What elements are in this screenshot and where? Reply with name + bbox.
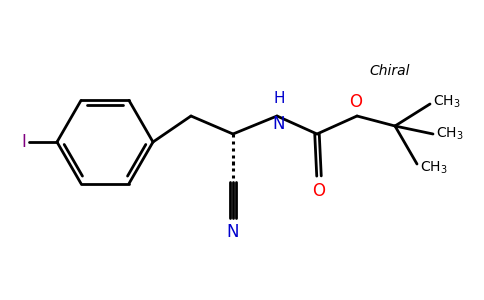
Text: Chiral: Chiral: [370, 64, 410, 78]
Text: N: N: [273, 115, 285, 133]
Text: N: N: [227, 223, 239, 241]
Text: O: O: [313, 182, 326, 200]
Text: O: O: [349, 93, 363, 111]
Text: CH$_3$: CH$_3$: [436, 126, 464, 142]
Text: H: H: [273, 91, 285, 106]
Text: I: I: [21, 133, 26, 151]
Text: CH$_3$: CH$_3$: [420, 160, 448, 176]
Text: CH$_3$: CH$_3$: [433, 94, 461, 110]
